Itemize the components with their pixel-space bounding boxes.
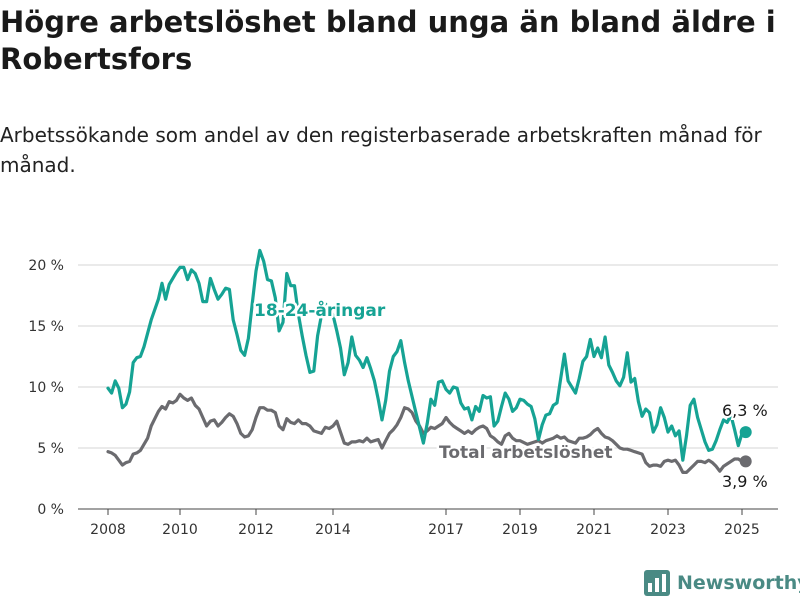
x-tick-label: 2012 bbox=[238, 522, 274, 538]
y-tick-label: 0 % bbox=[37, 502, 64, 518]
end-value-label-total: 3,9 % bbox=[722, 472, 768, 491]
y-tick-label: 5 % bbox=[37, 441, 64, 457]
newsworthy-logo-icon bbox=[644, 570, 670, 596]
endpoint-marker-youth bbox=[739, 426, 752, 439]
x-tick-label: 2021 bbox=[576, 522, 612, 538]
y-tick-label: 20 % bbox=[28, 258, 64, 274]
x-tick-label: 2008 bbox=[90, 522, 126, 538]
brand-name: Newsworthy bbox=[677, 572, 800, 594]
y-tick-label: 10 % bbox=[28, 380, 64, 396]
series-label-youth: 18-24-åringar bbox=[254, 299, 386, 321]
endpoint-marker-total bbox=[739, 455, 752, 468]
x-tick-label: 2017 bbox=[428, 522, 464, 538]
x-tick-label: 2023 bbox=[650, 522, 686, 538]
x-tick-label: 2019 bbox=[502, 522, 538, 538]
y-tick-label: 15 % bbox=[28, 319, 64, 335]
x-tick-label: 2010 bbox=[162, 522, 198, 538]
brand-logo: Newsworthy bbox=[644, 568, 800, 598]
x-tick-label: 2025 bbox=[724, 522, 760, 538]
series-line-youth bbox=[106, 248, 748, 462]
series-label-total: Total arbetslöshet bbox=[439, 443, 613, 463]
chart-title: Högre arbetslöshet bland unga än bland ä… bbox=[0, 5, 776, 76]
x-tick-label: 2014 bbox=[315, 522, 351, 538]
end-value-label-youth: 6,3 % bbox=[722, 401, 768, 420]
chart-subtitle: Arbetssökande som andel av den registerb… bbox=[0, 123, 762, 177]
